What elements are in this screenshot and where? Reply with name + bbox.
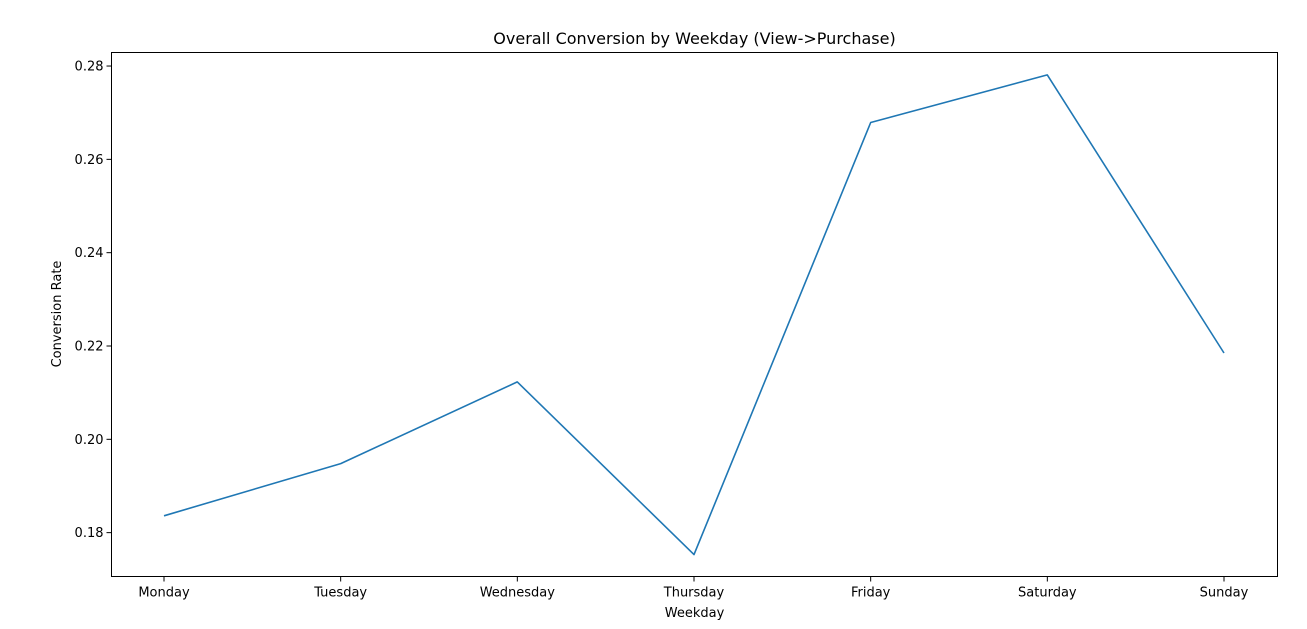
plot-area: [112, 53, 1278, 577]
y-tick-label: 0.26: [75, 153, 104, 168]
plot-frame: [112, 53, 1278, 577]
x-tick-label: Wednesday: [480, 586, 556, 601]
y-axis: 0.18 0.20 0.22 0.24 0.26 0.28: [75, 60, 112, 542]
series-line-0: [164, 75, 1224, 555]
x-axis: Monday Tuesday Wednesday Thursday Friday Satu…: [138, 577, 1248, 601]
x-tick-label: Sunday: [1200, 586, 1249, 601]
x-tick-label: Thursday: [663, 586, 725, 601]
x-tick-label: Monday: [138, 586, 190, 601]
y-tick-label: 0.24: [75, 246, 104, 261]
x-tick-label: Friday: [851, 586, 891, 601]
x-axis-label: Weekday: [665, 606, 725, 621]
series-layer: [164, 75, 1224, 555]
chart-title: Overall Conversion by Weekday (View->Pur…: [493, 29, 895, 48]
y-axis-label: Conversion Rate: [50, 261, 65, 368]
y-tick-label: 0.22: [75, 339, 104, 354]
x-tick-label: Tuesday: [313, 586, 367, 601]
y-tick-label: 0.20: [75, 433, 104, 448]
y-tick-label: 0.18: [75, 526, 104, 541]
y-tick-label: 0.28: [75, 60, 104, 75]
x-tick-label: Saturday: [1018, 586, 1077, 601]
